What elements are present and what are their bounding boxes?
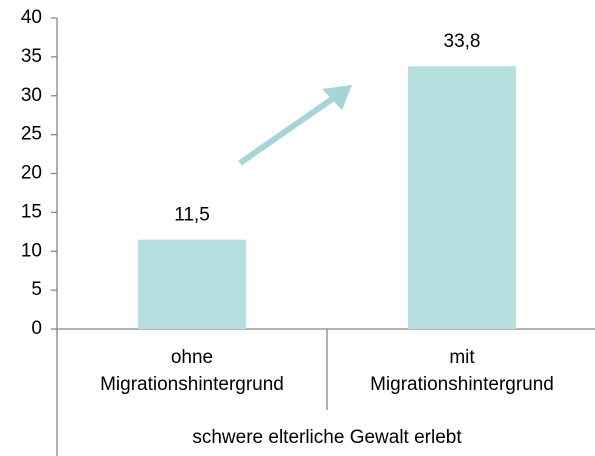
bar [408,66,516,329]
y-tick-label: 15 [21,201,42,222]
x-tick-label: ohne Migrationshintergrund [100,347,284,395]
y-tick-label: 5 [31,279,42,300]
bar [138,239,246,329]
value-label: 11,5 [174,205,210,226]
value-label: 33,8 [444,31,481,52]
arrow-head [322,85,352,110]
y-tick-label: 40 [21,7,42,28]
arrow [238,92,340,166]
x-tick-label: mit Migrationshintergrund [370,347,554,395]
y-tick-label: 30 [21,85,42,106]
y-tick-label: 35 [21,46,42,67]
group-label: schwere elterliche Gewalt erlebt [192,427,462,448]
y-tick-label: 10 [21,240,42,261]
y-tick-label: 25 [21,124,42,145]
y-tick-label: 20 [21,163,42,184]
y-tick-label: 0 [31,318,42,339]
